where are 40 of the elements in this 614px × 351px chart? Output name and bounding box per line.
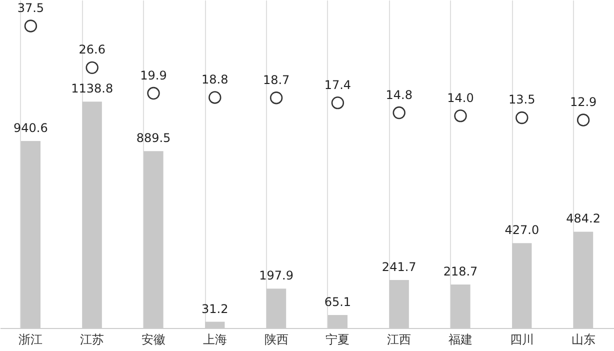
data-label: 65.1 [324,295,352,310]
data-label: 14.0 [447,90,474,105]
data-label: 31.2 [202,302,228,316]
data-label: 18.8 [202,72,228,86]
data-label: 889.5 [136,131,171,146]
x-tick-label: 宁夏 [326,332,350,346]
data-label: 26.6 [78,42,106,57]
data-label: 37.5 [17,0,44,15]
data-label: 940.6 [14,121,48,136]
data-label: 484.2 [566,212,600,226]
data-label: 197.9 [259,268,294,283]
x-tick-label: 山东 [571,332,596,346]
data-label: 218.7 [443,264,478,279]
data-label: 18.7 [262,72,290,87]
x-tick-label: 上海 [202,332,227,346]
point [24,20,38,32]
x-tick-label: 福建 [448,332,472,346]
point [208,91,222,104]
x-tick-label: 江苏 [80,332,104,346]
x-tick-label: 江西 [387,332,412,346]
point [516,111,528,124]
point [392,106,406,120]
data-label: 427.0 [504,223,540,238]
point [576,114,590,126]
x-tick-label: 浙江 [18,332,43,346]
point [270,92,283,104]
data-label: 241.7 [382,260,416,274]
data-label: 14.8 [386,88,412,102]
data-label: 13.5 [508,92,536,107]
point [454,109,467,122]
data-label: 12.9 [570,95,597,110]
data-label: 17.4 [324,78,352,92]
data-label: 1138.8 [71,82,114,96]
x-tick-label: 安徽 [142,332,166,346]
data-label: 19.9 [140,68,167,82]
point [331,96,344,110]
point [86,61,98,74]
x-tick-label: 陕西 [264,332,288,346]
x-tick-label: 四川 [510,332,534,346]
point [147,86,160,100]
